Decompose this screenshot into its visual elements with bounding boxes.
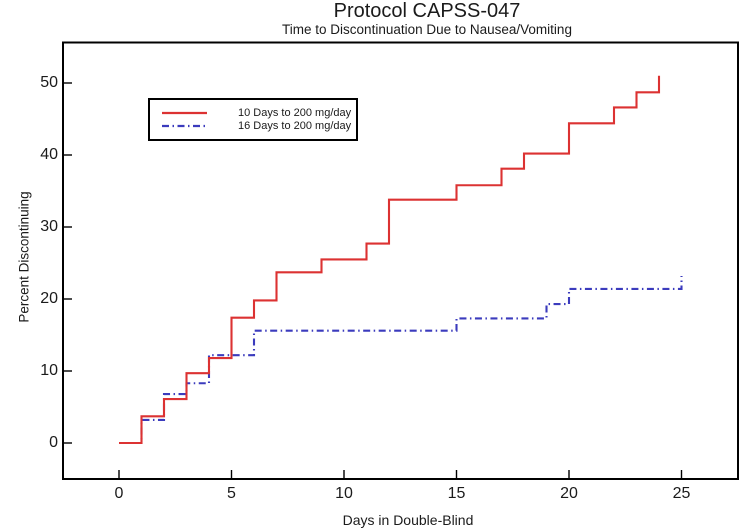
plot-frame <box>62 41 739 480</box>
series-line-10-days-to-200-mg-day <box>119 75 661 445</box>
series-line-16-days-to-200-mg-day <box>119 275 683 445</box>
legend-box: 10 Days to 200 mg/day 16 Days to 200 mg/d… <box>148 98 358 141</box>
y-tick-label: 30 <box>40 218 58 235</box>
x-tick-label: 5 <box>227 485 236 502</box>
y-tick-label: 0 <box>49 434 58 451</box>
legend-label: 10 Days to 200 mg/day <box>238 106 352 119</box>
legend-line-swatch <box>162 111 207 114</box>
legend-entries: 10 Days to 200 mg/day 16 Days to 200 mg/d… <box>162 106 356 132</box>
chart-title: Protocol CAPSS-047 <box>333 0 521 22</box>
x-tick-label: 0 <box>114 485 124 502</box>
legend-row: 10 Days to 200 mg/day <box>162 106 356 119</box>
y-tick-label: 40 <box>40 146 58 163</box>
x-tick-label: 15 <box>447 485 466 502</box>
y-tick-label: 10 <box>40 362 58 379</box>
legend-line-swatch <box>162 124 207 127</box>
x-tick-label: 20 <box>560 485 578 502</box>
y-tick-label: 50 <box>40 74 58 91</box>
chart-subtitle: Time to Discontinuation Due to Nausea/Vo… <box>282 22 572 37</box>
x-axis-label: Days in Double-Blind <box>342 512 474 528</box>
legend-label: 16 Days to 200 mg/day <box>238 119 352 132</box>
y-tick-label: 20 <box>40 290 58 307</box>
x-tick-label: 25 <box>672 485 691 502</box>
legend-row: 16 Days to 200 mg/day <box>162 119 356 132</box>
x-tick-label: 10 <box>335 485 353 502</box>
